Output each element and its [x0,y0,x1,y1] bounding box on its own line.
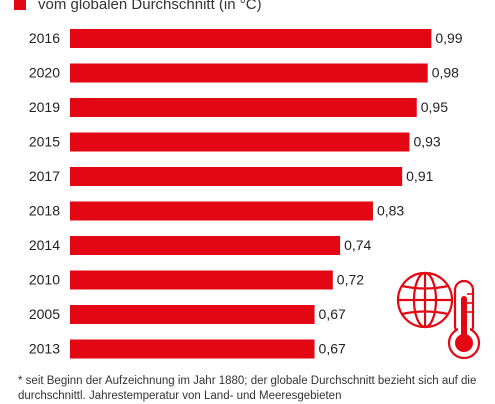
value-label: 0,95 [421,99,448,115]
value-label: 0,98 [432,65,459,81]
value-label: 0,72 [337,272,364,288]
globe-thermometer-illustration [396,271,481,360]
bar [70,201,373,221]
bar [70,132,410,152]
value-label: 0,74 [344,237,371,253]
bars-layer: 2016 0,99 2020 0,98 2019 0,95 2015 0,93 2017 0,91… [29,29,463,359]
category-label: 2019 [29,99,60,115]
globe-icon [396,271,454,329]
bar [70,167,403,186]
category-label: 2017 [29,168,60,184]
footnote: * seit Beginn der Aufzeichnung im Jahr 1… [18,375,477,402]
category-label: 2014 [29,237,60,253]
category-label: 2018 [29,203,60,219]
category-label: 2005 [29,306,60,322]
value-label: 0,67 [319,306,346,322]
bar [70,270,333,290]
category-label: 2016 [29,30,60,46]
value-label: 0,67 [319,341,346,357]
value-label: 0,91 [406,168,433,184]
bar [70,339,315,359]
legend-swatch [14,0,26,10]
legend: vom globalen Durchschnitt (in °C) [14,0,262,16]
category-label: 2013 [29,341,60,357]
legend-label: vom globalen Durchschnitt (in °C) [38,0,262,13]
thermometer-icon [447,279,481,360]
category-label: 2020 [29,65,60,81]
bar-chart: 2016 0,99 2020 0,98 2019 0,95 2015 0,93 2017 0,91… [29,29,481,360]
bar [70,63,428,83]
value-label: 0,99 [435,30,462,46]
value-label: 0,83 [377,203,404,219]
value-label: 0,93 [413,134,440,150]
bar [70,236,341,255]
category-label: 2015 [29,134,60,150]
category-label: 2010 [29,272,60,288]
bar [70,29,432,48]
bar [70,98,417,117]
bar [70,305,315,324]
